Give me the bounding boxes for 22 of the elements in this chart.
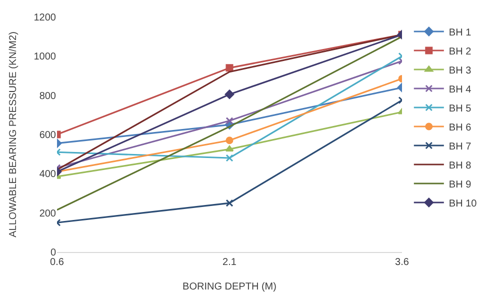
x-tick-label: 2.1 bbox=[222, 257, 237, 268]
y-tick-label: 800 bbox=[39, 90, 56, 102]
legend-label: BH 10 bbox=[448, 198, 478, 210]
legend-label: BH 4 bbox=[448, 84, 472, 96]
y-axis-title: ALLOWABLE BEARING PRESSURE (KN/M2) bbox=[8, 32, 19, 238]
y-tick-label: 400 bbox=[39, 169, 56, 180]
x-tick-label: 3.6 bbox=[395, 257, 410, 268]
y-tick-label: 200 bbox=[39, 208, 56, 220]
y-tick-label: 1200 bbox=[34, 12, 56, 24]
legend-label: BH 9 bbox=[448, 179, 472, 190]
legend-label: BH 6 bbox=[448, 122, 472, 134]
legend-label: BH 5 bbox=[448, 103, 472, 114]
y-tick-label: 1000 bbox=[34, 52, 56, 63]
legend-label: BH 2 bbox=[448, 46, 472, 58]
legend-label: BH 1 bbox=[448, 27, 472, 38]
legend-label: BH 3 bbox=[448, 65, 472, 76]
legend-label: BH 8 bbox=[448, 160, 472, 172]
y-tick-label: 600 bbox=[39, 130, 56, 141]
x-axis-title: BORING DEPTH (M) bbox=[182, 282, 276, 292]
y-tick-label: 0 bbox=[50, 248, 56, 258]
x-tick-label: 0.6 bbox=[50, 257, 64, 268]
legend-label: BH 7 bbox=[448, 141, 472, 152]
